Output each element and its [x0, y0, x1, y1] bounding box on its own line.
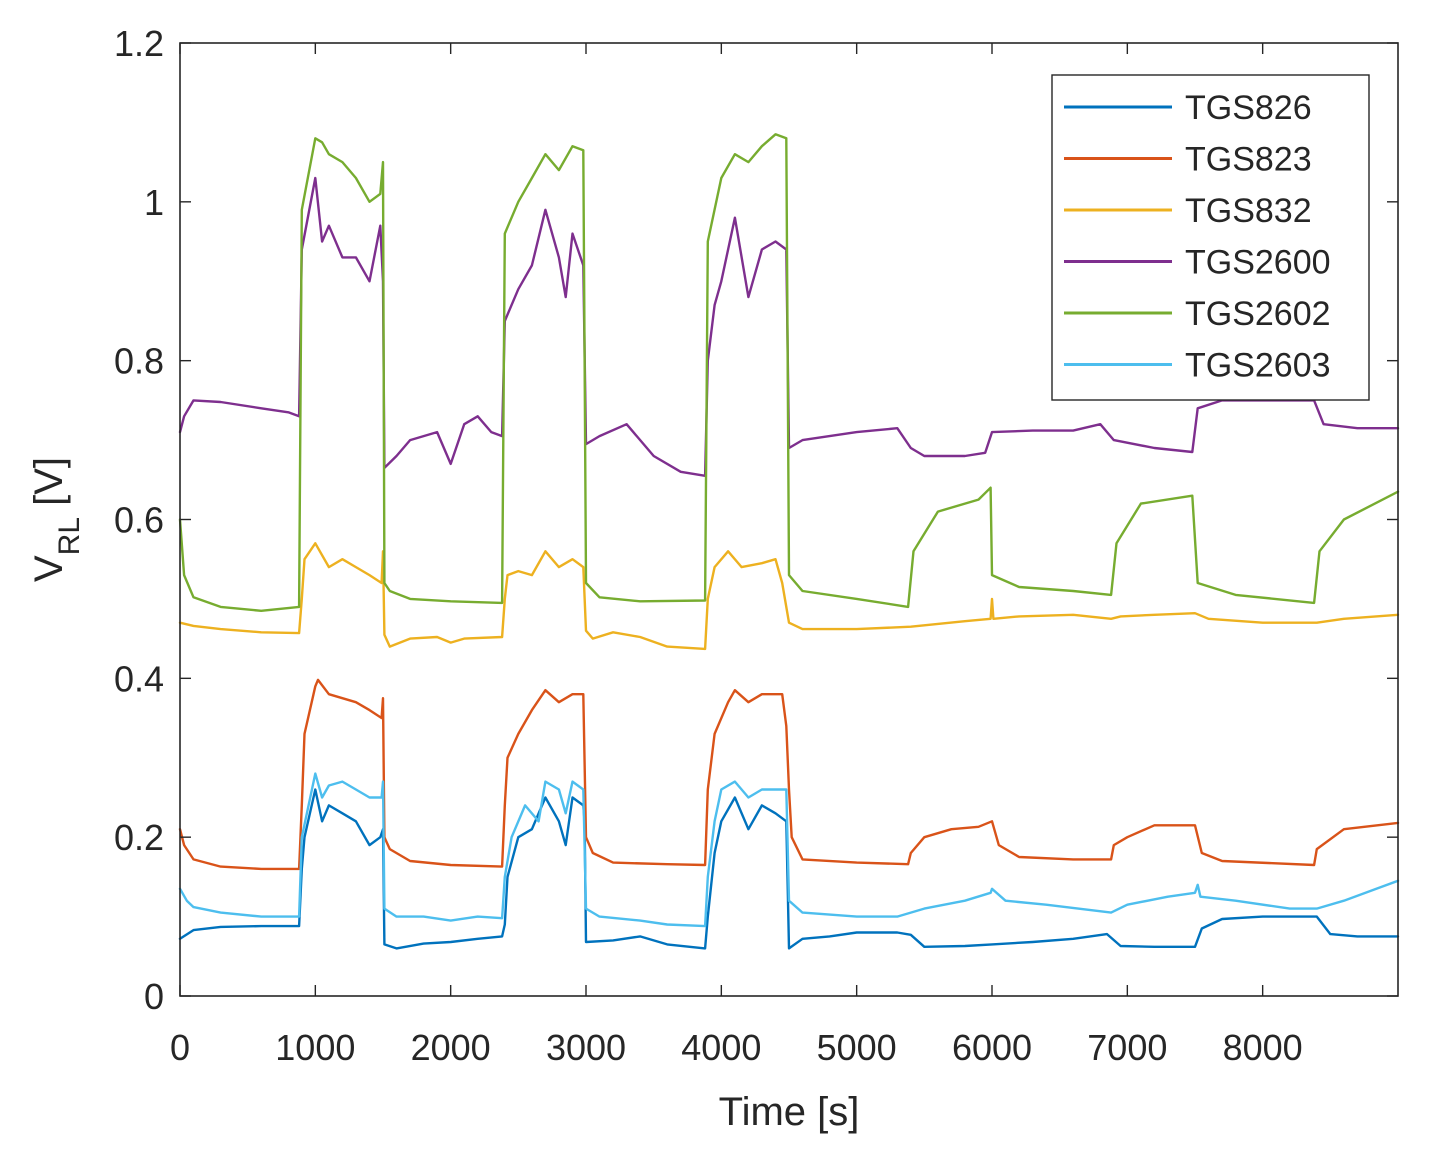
y-axis-label-main: V [27, 555, 71, 582]
series-line-tgs2602 [178, 133, 1400, 612]
x-tick-label: 7000 [1087, 1027, 1167, 1068]
x-tick-label: 6000 [952, 1027, 1032, 1068]
series-line-tgs2603 [178, 772, 1400, 928]
y-tick-label: 0.8 [114, 341, 164, 382]
legend-label-tgs2600: TGS2600 [1185, 244, 1331, 282]
y-tick-label: 1 [144, 182, 164, 223]
y-axis-ticks: 0 0.2 0.4 0.6 0.8 1 1.2 [114, 23, 1398, 1017]
legend-label-tgs832: TGS832 [1185, 192, 1312, 230]
y-tick-label: 1.2 [114, 23, 164, 64]
x-tick-label: 5000 [817, 1027, 897, 1068]
y-axis-label-unit: [V] [27, 457, 71, 517]
x-tick-label: 3000 [546, 1027, 626, 1068]
x-tick-label: 1000 [275, 1027, 355, 1068]
y-tick-label: 0 [144, 976, 164, 1017]
legend-label-tgs2602: TGS2602 [1185, 295, 1331, 333]
y-tick-label: 0.6 [114, 500, 164, 541]
legend-label-tgs823: TGS823 [1185, 141, 1312, 179]
series-line-tgs832 [178, 542, 1400, 651]
y-tick-label: 0.4 [114, 658, 164, 699]
y-axis-label-subscript: RL [53, 517, 86, 555]
x-axis-label: Time [s] [719, 1090, 860, 1134]
x-tick-label: 4000 [681, 1027, 761, 1068]
legend-label-tgs2603: TGS2603 [1185, 347, 1331, 385]
y-tick-label: 0.2 [114, 817, 164, 858]
series-line-tgs826 [178, 788, 1400, 950]
legend: TGS826 TGS823 TGS832 TGS2600 TGS2602 TGS2603 [1051, 74, 1370, 401]
x-tick-label: 2000 [411, 1027, 491, 1068]
series-line-tgs823 [178, 678, 1400, 871]
x-tick-label: 8000 [1223, 1027, 1303, 1068]
legend-label-tgs826: TGS826 [1185, 89, 1312, 127]
plot-lines [178, 133, 1400, 950]
legend-box [1051, 74, 1370, 401]
x-axis-ticks: 0 1000 2000 3000 4000 5000 6000 7000 8000 [170, 43, 1303, 1068]
x-tick-label: 0 [170, 1027, 190, 1068]
y-axis-label: VRL [V] [27, 457, 86, 582]
series-line-tgs2600 [178, 176, 1400, 477]
